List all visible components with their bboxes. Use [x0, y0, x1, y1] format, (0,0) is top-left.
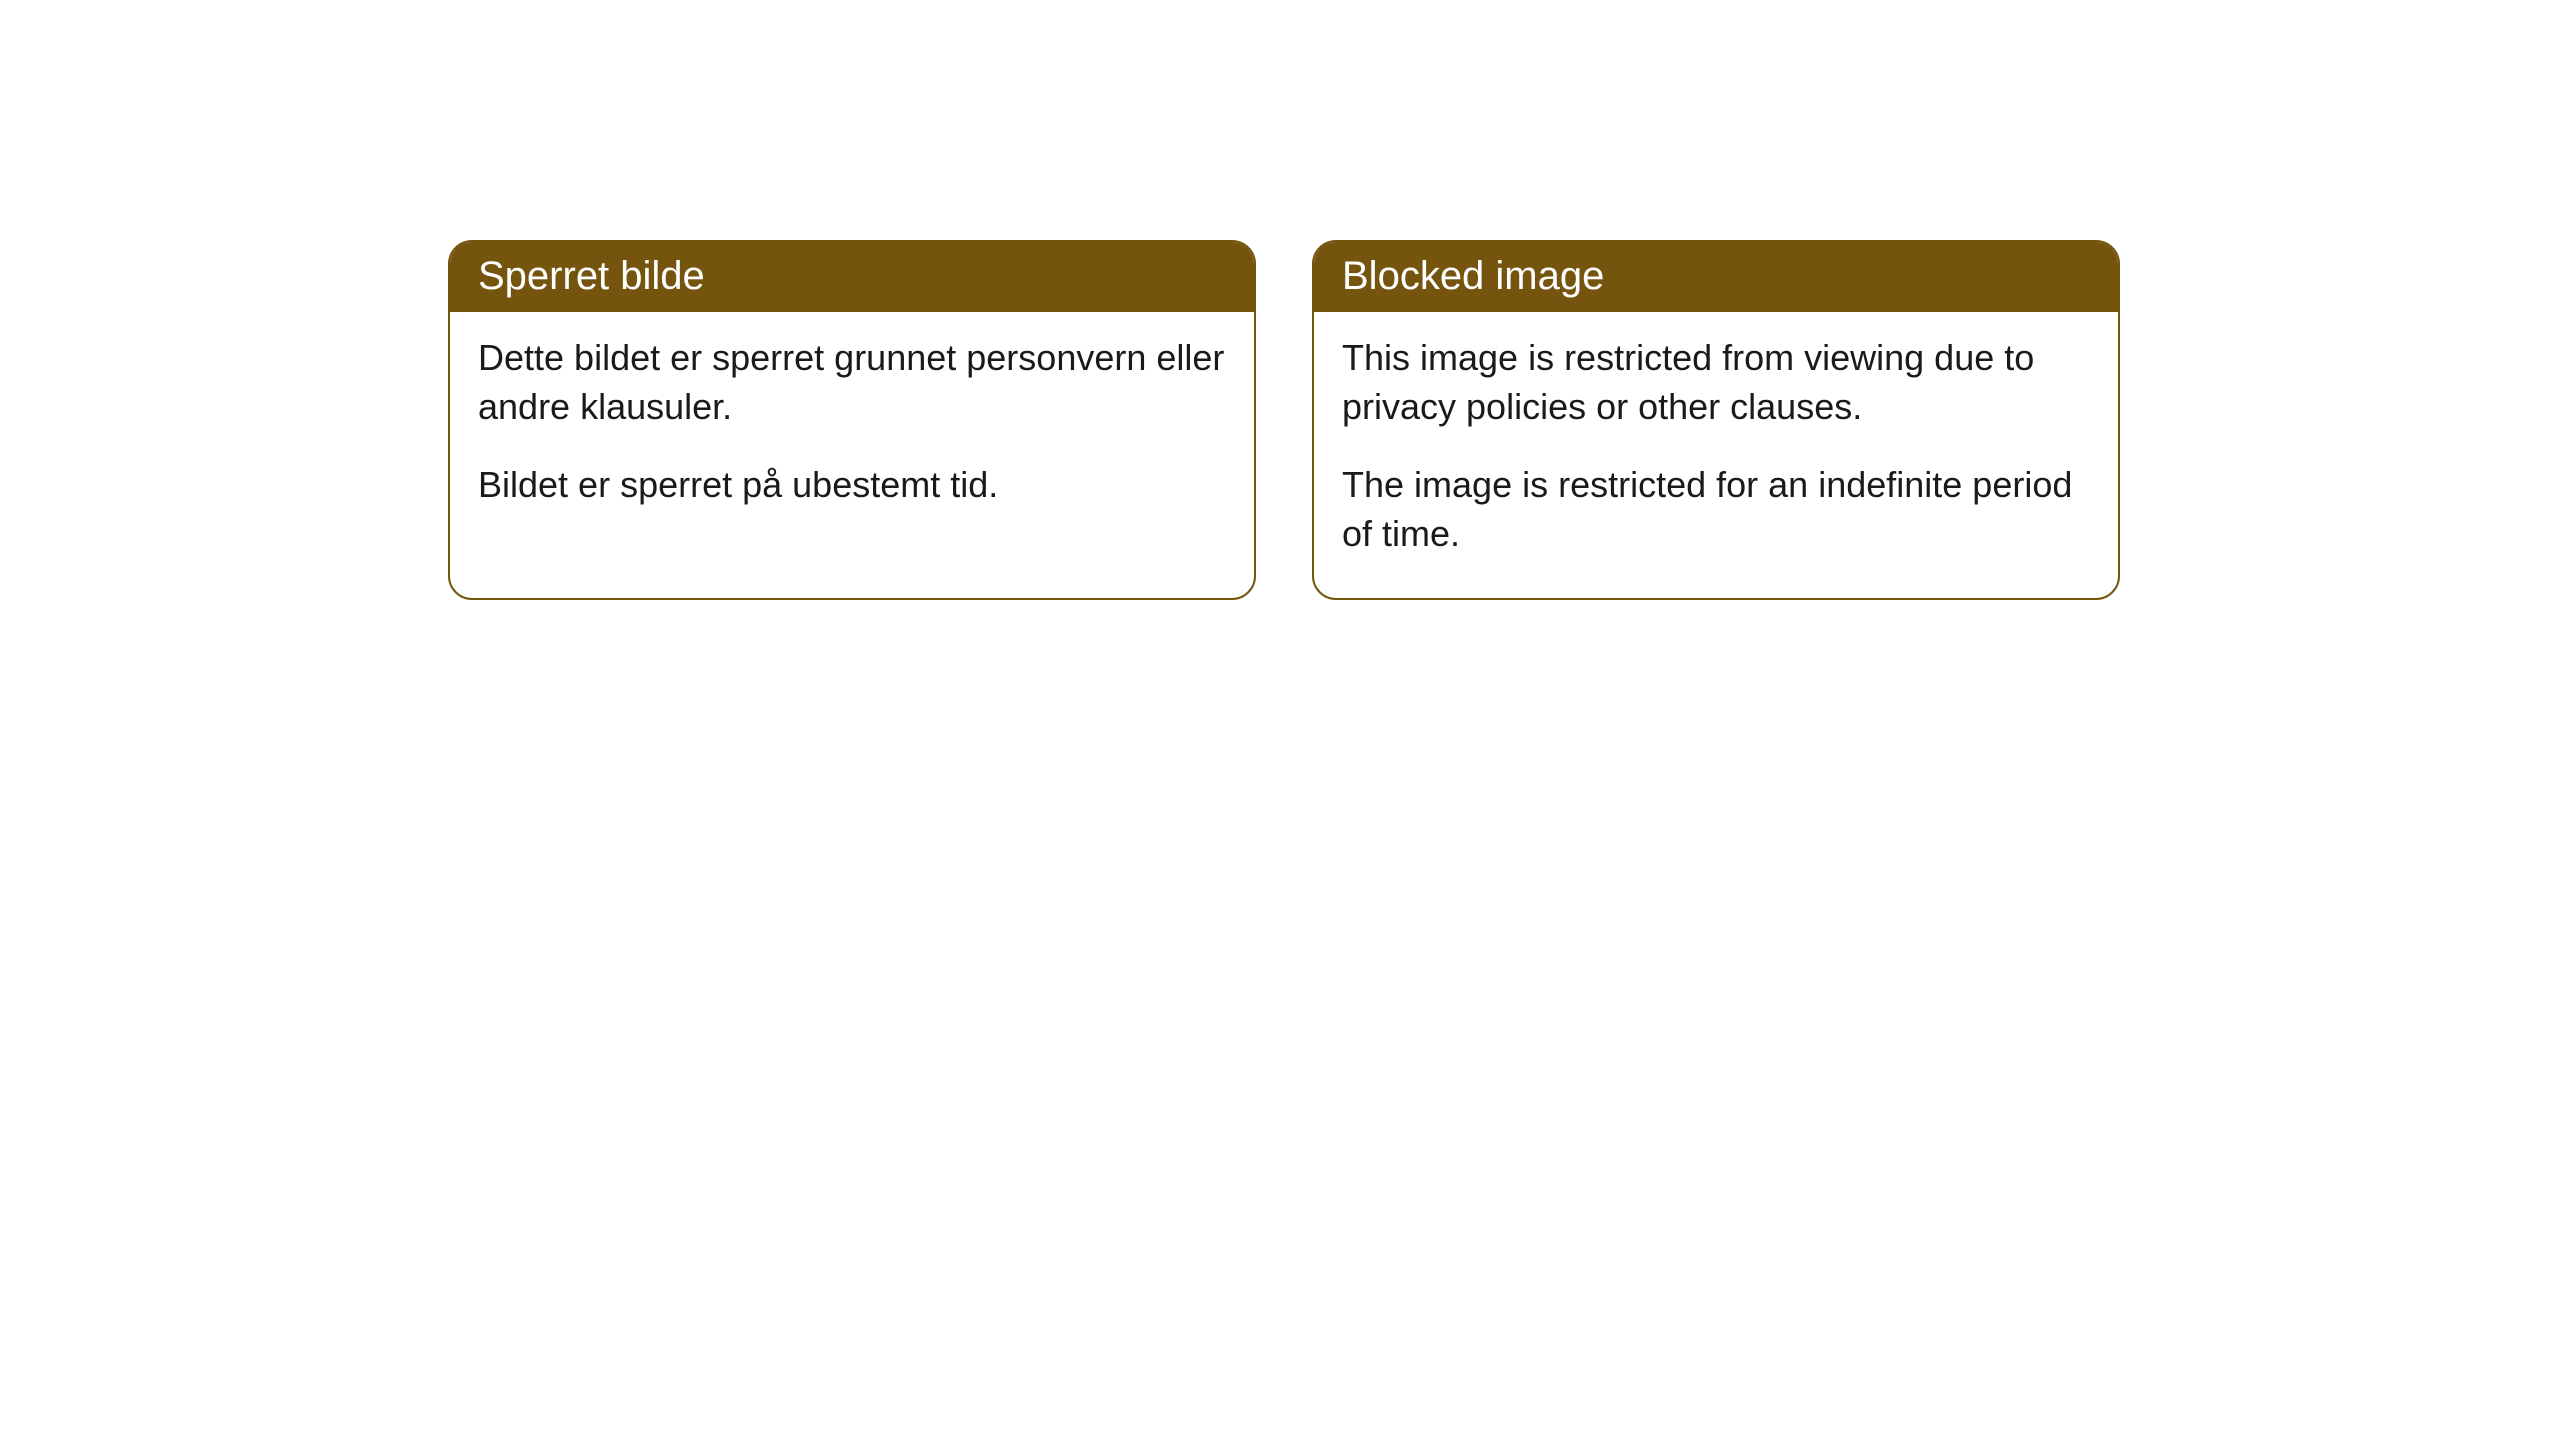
card-title-english: Blocked image: [1342, 254, 1604, 298]
card-title-norwegian: Sperret bilde: [478, 254, 705, 298]
card-body-norwegian: Dette bildet er sperret grunnet personve…: [450, 312, 1254, 550]
blocked-image-card-norwegian: Sperret bilde Dette bildet er sperret gr…: [448, 240, 1256, 600]
cards-container: Sperret bilde Dette bildet er sperret gr…: [448, 240, 2560, 600]
card-paragraph-2-norwegian: Bildet er sperret på ubestemt tid.: [478, 461, 1226, 510]
card-body-english: This image is restricted from viewing du…: [1314, 312, 2118, 598]
card-paragraph-1-english: This image is restricted from viewing du…: [1342, 334, 2090, 431]
card-header-norwegian: Sperret bilde: [450, 242, 1254, 312]
card-paragraph-2-english: The image is restricted for an indefinit…: [1342, 461, 2090, 558]
card-paragraph-1-norwegian: Dette bildet er sperret grunnet personve…: [478, 334, 1226, 431]
blocked-image-card-english: Blocked image This image is restricted f…: [1312, 240, 2120, 600]
card-header-english: Blocked image: [1314, 242, 2118, 312]
